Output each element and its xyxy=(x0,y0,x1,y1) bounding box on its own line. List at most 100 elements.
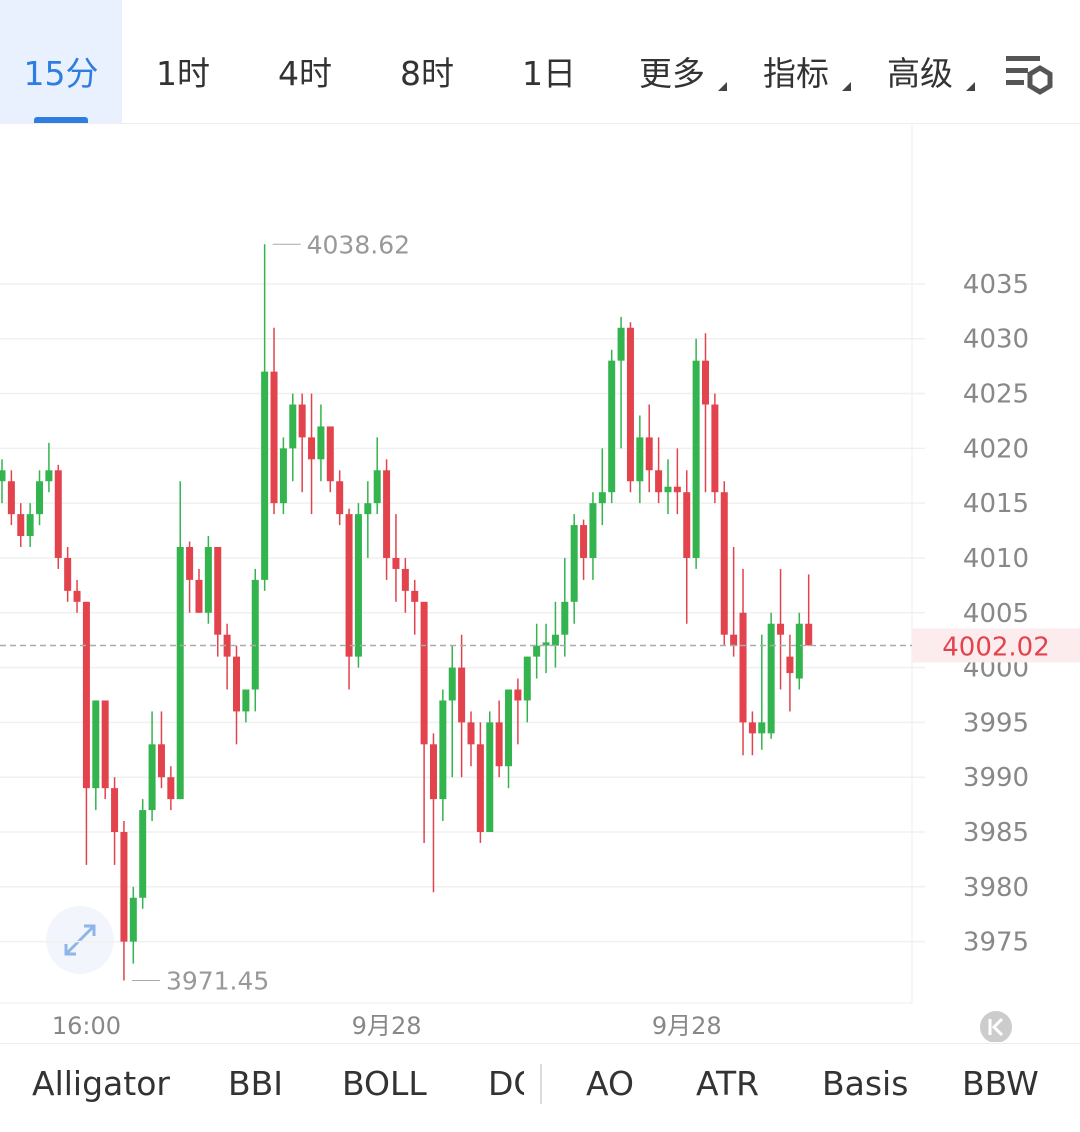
candle-body xyxy=(195,579,203,613)
candle-body xyxy=(64,557,72,591)
candle-body xyxy=(101,700,109,789)
candle-body xyxy=(120,832,128,942)
indicator-tab[interactable]: BBW xyxy=(962,1064,1039,1103)
timeframe-tab[interactable]: 指标 xyxy=(763,54,829,93)
timeframe-tab[interactable]: 8时 xyxy=(400,54,454,93)
candle-body xyxy=(317,426,325,460)
settings-icon[interactable] xyxy=(1006,56,1053,95)
candle-body xyxy=(242,689,250,712)
candle-body xyxy=(692,360,700,558)
candle-body xyxy=(514,689,522,701)
candle-body xyxy=(795,623,803,679)
indicator-tab[interactable]: AO xyxy=(586,1064,634,1103)
candle-body xyxy=(411,590,419,602)
timeframe-tab[interactable]: 1日 xyxy=(522,54,576,93)
candle-body xyxy=(458,667,466,723)
indicator-tab[interactable]: BBI xyxy=(228,1064,284,1103)
candle-body xyxy=(626,327,634,482)
indicator-bar: Alligator BBI BOLL DC AO ATR Basis BBW xyxy=(0,1043,1080,1132)
candle-body xyxy=(570,525,578,602)
candle-body xyxy=(26,514,34,537)
candle-body xyxy=(186,547,194,580)
candle-body xyxy=(551,634,559,646)
candle-body xyxy=(617,327,625,361)
y-tick-label: 4025 xyxy=(963,380,1029,410)
candle-body xyxy=(711,404,719,493)
candle-body xyxy=(636,437,644,482)
timeframe-tab[interactable]: 1时 xyxy=(156,54,210,93)
indicator-tab[interactable]: Basis xyxy=(822,1064,909,1103)
y-tick-label: 4030 xyxy=(963,325,1029,355)
candle-body xyxy=(730,634,738,646)
candle-body xyxy=(720,492,728,635)
indicator-tab[interactable]: DC xyxy=(488,1064,524,1103)
candle-body xyxy=(7,481,15,515)
candle-body xyxy=(486,722,494,833)
candle-body xyxy=(45,470,53,482)
low-annotation: 3971.45 xyxy=(166,967,269,996)
candle-body xyxy=(392,557,400,569)
timeframe-tabs: 15分 1时 4时 8时 1日 更多 指标 高级 xyxy=(0,0,1080,124)
dropdown-caret xyxy=(842,82,851,91)
candle-body xyxy=(467,722,475,745)
candle-body xyxy=(36,481,44,515)
candle-body xyxy=(608,360,616,493)
candle-body xyxy=(805,623,813,646)
candle-body xyxy=(561,601,569,635)
separator xyxy=(540,1064,542,1104)
timeframe-tab[interactable]: 高级 xyxy=(887,54,953,93)
expand-button[interactable] xyxy=(46,906,114,974)
candle-body xyxy=(139,810,147,898)
candle-body xyxy=(223,634,231,657)
candle-body xyxy=(598,492,606,504)
candle-body xyxy=(157,744,165,778)
candle-body xyxy=(233,656,240,712)
candle-body xyxy=(777,623,785,635)
candle-body xyxy=(505,689,513,767)
high-annotation: 4038.62 xyxy=(307,230,410,259)
candle-body xyxy=(308,437,316,460)
timeframe-tab[interactable]: 更多 xyxy=(639,54,705,93)
candle-body xyxy=(345,514,353,657)
candle-body xyxy=(298,404,306,438)
y-tick-label: 3990 xyxy=(963,763,1029,793)
candle-body xyxy=(702,360,709,405)
y-tick-label: 4005 xyxy=(963,599,1029,629)
scroll-to-latest[interactable] xyxy=(980,1011,1012,1042)
candle-body xyxy=(739,612,747,723)
candle-body xyxy=(270,371,278,504)
candle-body xyxy=(533,645,541,657)
candle-body xyxy=(251,579,259,690)
candle-body xyxy=(673,486,681,493)
selected-indicator xyxy=(34,117,88,123)
dropdown-caret xyxy=(966,82,975,91)
candle-body xyxy=(589,503,597,558)
timeframe-tab[interactable]: 4时 xyxy=(278,54,332,93)
candle-body xyxy=(0,470,6,482)
candle-body xyxy=(92,700,100,789)
candle-body xyxy=(73,590,81,602)
y-tick-label: 4015 xyxy=(963,489,1029,519)
candle-body xyxy=(54,470,62,558)
candle-body xyxy=(129,897,137,942)
candle-body xyxy=(383,470,391,558)
candle-body xyxy=(214,547,222,635)
candle-body xyxy=(326,426,334,482)
candle-body xyxy=(373,470,381,504)
candle-body xyxy=(401,568,409,591)
x-tick-label: 9月28 xyxy=(652,1012,722,1040)
indicator-tab[interactable]: ATR xyxy=(696,1064,760,1103)
candle-body xyxy=(261,371,269,580)
indicator-tab[interactable]: BOLL xyxy=(342,1064,427,1103)
candle-body xyxy=(167,777,175,800)
y-tick-label: 3980 xyxy=(963,873,1029,903)
candle-body xyxy=(495,722,503,767)
timeframe-tab[interactable]: 15分 xyxy=(0,0,122,123)
candle-body xyxy=(448,667,456,701)
y-tick-label: 3975 xyxy=(963,928,1029,958)
indicator-tab[interactable]: Alligator xyxy=(32,1064,170,1103)
candle-body xyxy=(645,437,653,471)
candle-body xyxy=(683,492,691,558)
candle-body xyxy=(748,722,756,734)
